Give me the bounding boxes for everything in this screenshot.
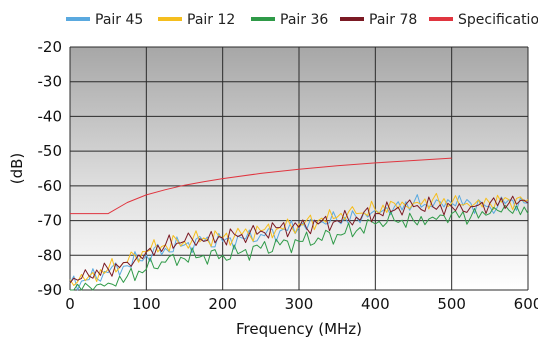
series-line-specification: [70, 157, 452, 215]
x-axis-ticks: 0 100 200 300 400 500 600: [65, 295, 538, 313]
legend-swatch-pair-78: [340, 17, 364, 21]
y-tick-label: -60: [38, 177, 63, 195]
y-axis-title: (dB): [8, 153, 26, 185]
legend-swatch-pair-12: [158, 17, 182, 21]
y-tick-label: -20: [38, 38, 63, 56]
series-line-pair-78: [69, 195, 529, 284]
legend-label-pair-12: Pair 12: [187, 12, 235, 28]
x-tick-label: 300: [285, 295, 314, 313]
y-tick-label: -90: [38, 281, 63, 299]
y-axis-ticks: -20 -30 -40 -50 -60 -70 -80 -90: [38, 38, 63, 299]
x-tick-label: 500: [437, 295, 466, 313]
x-tick-label: 600: [514, 295, 538, 313]
grid-lines: [69, 46, 529, 291]
y-tick-label: -70: [38, 212, 63, 230]
legend-label-pair-78: Pair 78: [369, 12, 417, 28]
x-axis-title: Frequency (MHz): [236, 320, 362, 338]
x-tick-label: 200: [208, 295, 237, 313]
legend-label-specification: Specification: [458, 12, 538, 28]
y-tick-label: -80: [38, 246, 63, 264]
x-tick-label: 100: [132, 295, 161, 313]
x-tick-label: 400: [361, 295, 390, 313]
x-tick-label: 0: [65, 295, 75, 313]
y-tick-label: -50: [38, 142, 63, 160]
series-lines: [69, 157, 529, 291]
legend-swatch-specification: [429, 17, 453, 21]
y-tick-label: -40: [38, 107, 63, 125]
legend-label-pair-45: Pair 45: [95, 12, 143, 28]
legend-swatch-pair-45: [66, 17, 90, 21]
chart-legend: Pair 45 Pair 12 Pair 36 Pair 78 Specificatio…: [66, 12, 538, 28]
y-tick-label: -30: [38, 73, 63, 91]
legend-label-pair-36: Pair 36: [280, 12, 328, 28]
legend-swatch-pair-36: [251, 17, 275, 21]
series-line-pair-36: [70, 204, 529, 291]
